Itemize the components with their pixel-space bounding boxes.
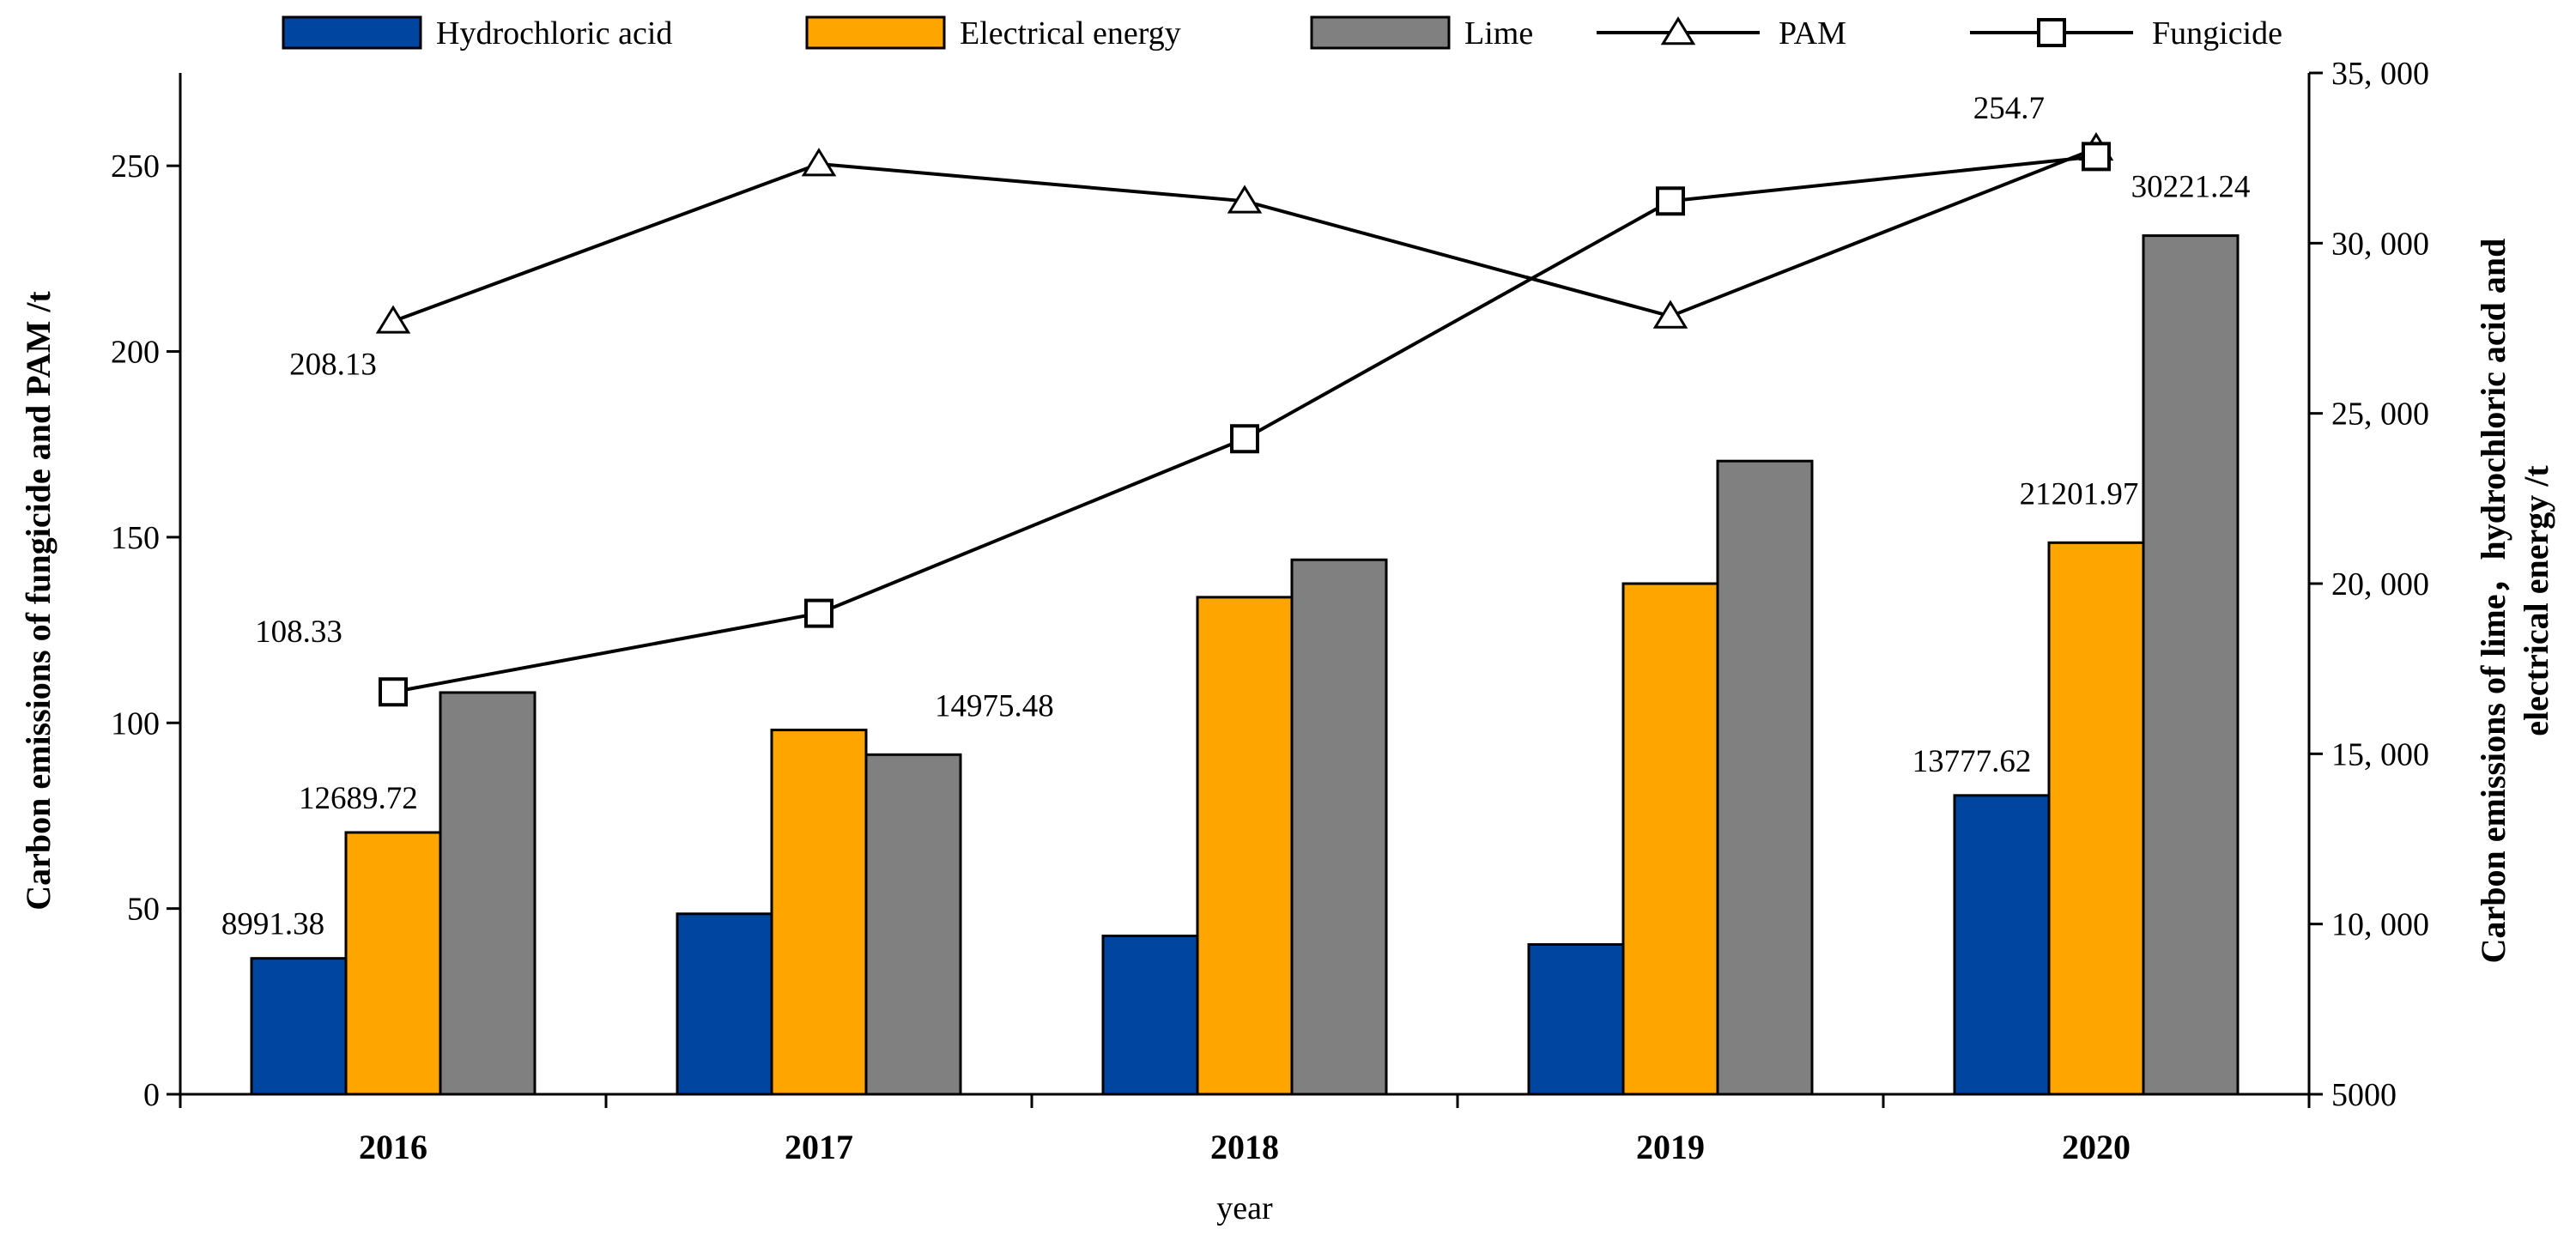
legend-marker-pam <box>1660 16 1696 45</box>
x-tick-label-2016: 2016 <box>359 1128 427 1166</box>
lines-layer <box>375 131 2114 707</box>
data-label-hydrochloric-acid-2016: 8991.38 <box>221 907 324 942</box>
data-label-pam-2020: 254.7 <box>1973 91 2045 126</box>
axes-layer: 0 50 100 150 200 250 5000 10, 000 15, 000 20, 000… <box>19 56 2555 1226</box>
marker-pam-2017 <box>801 148 837 177</box>
bar-electrical-energy-2017 <box>770 729 868 1096</box>
bar-electrical-energy-2016 <box>344 831 442 1096</box>
x-tick-label-2020: 2020 <box>2062 1128 2131 1166</box>
legend: Hydrochloric acid Electrical energy Lime PA… <box>282 15 2282 51</box>
bar-lime-2017 <box>864 753 962 1096</box>
bars-layer <box>250 234 2240 1096</box>
right-axis-title-line2: electrical energy /t <box>2517 465 2555 736</box>
bar-hydrochloric-acid-2017 <box>676 912 773 1096</box>
legend-label-pam: PAM <box>1779 15 1846 51</box>
right-tick-label: 5000 <box>2331 1077 2397 1113</box>
legend-swatch-lime <box>1310 15 1451 50</box>
bar-electrical-energy-2020 <box>2047 541 2145 1096</box>
left-tick-label: 50 <box>127 892 160 928</box>
marker-fungicide-2017 <box>804 598 833 628</box>
data-label-electrical-energy-2016: 12689.72 <box>299 781 418 816</box>
legend-label-hydrochloric-acid: Hydrochloric acid <box>436 15 672 51</box>
right-tick-label: 20, 000 <box>2331 566 2429 602</box>
bar-hydrochloric-acid-2016 <box>250 957 348 1096</box>
legend-label-fungicide: Fungicide <box>2152 15 2282 51</box>
legend-swatch-hydrochloric-acid <box>282 15 422 50</box>
bar-hydrochloric-acid-2018 <box>1101 935 1199 1096</box>
right-tick-label: 25, 000 <box>2331 397 2429 433</box>
data-label-lime-2017: 14975.48 <box>935 688 1054 723</box>
marker-fungicide-2020 <box>2082 142 2111 172</box>
bar-hydrochloric-acid-2019 <box>1527 942 1625 1096</box>
right-tick-label: 10, 000 <box>2331 907 2429 943</box>
marker-fungicide-2016 <box>379 677 408 707</box>
data-label-electrical-energy-2020: 21201.97 <box>2020 476 2139 512</box>
data-label-hydrochloric-acid-2020: 13777.62 <box>1912 744 2032 779</box>
x-tick-label-2019: 2019 <box>1636 1128 1705 1166</box>
data-labels-layer: 8991.38 12689.72 14975.48 13777.62 21201.97 3… <box>221 91 2251 942</box>
bar-lime-2020 <box>2142 234 2240 1096</box>
right-axis-title-line1: Carbon emissions of lime，hydrochloric ac… <box>2474 239 2512 964</box>
left-tick-label: 250 <box>111 148 160 185</box>
left-tick-label: 0 <box>143 1077 160 1113</box>
left-tick-label: 200 <box>111 335 160 371</box>
legend-label-electrical-energy: Electrical energy <box>960 15 1181 51</box>
data-label-pam-2016: 208.13 <box>289 347 377 382</box>
data-label-fungicide-2016: 108.33 <box>255 614 342 650</box>
x-tick-label-2017: 2017 <box>785 1128 853 1166</box>
bar-lime-2016 <box>439 691 536 1096</box>
x-axis-title: year <box>1216 1190 1273 1226</box>
right-tick-label: 15, 000 <box>2331 736 2429 772</box>
bar-electrical-energy-2018 <box>1196 596 1294 1096</box>
bar-electrical-energy-2019 <box>1621 582 1719 1096</box>
left-tick-label: 100 <box>111 705 160 742</box>
marker-pam-2018 <box>1227 185 1263 214</box>
marker-fungicide-2018 <box>1230 424 1259 454</box>
legend-swatch-electrical-energy <box>805 15 946 50</box>
bar-hydrochloric-acid-2020 <box>1953 794 2051 1096</box>
marker-pam-2019 <box>1652 300 1688 329</box>
legend-label-lime: Lime <box>1464 15 1533 51</box>
left-tick-label: 150 <box>111 520 160 556</box>
bar-lime-2018 <box>1290 558 1388 1096</box>
bar-lime-2019 <box>1716 459 1814 1096</box>
left-axis-title: Carbon emissions of fungicide and PAM /t <box>19 291 58 911</box>
data-label-lime-2020: 30221.24 <box>2131 170 2251 205</box>
marker-pam-2016 <box>375 305 411 334</box>
legend-marker-fungicide <box>2037 18 2066 47</box>
right-tick-label: 35, 000 <box>2331 56 2429 92</box>
marker-fungicide-2019 <box>1656 186 1685 216</box>
x-tick-label-2018: 2018 <box>1210 1128 1279 1166</box>
right-tick-label: 30, 000 <box>2331 226 2429 262</box>
